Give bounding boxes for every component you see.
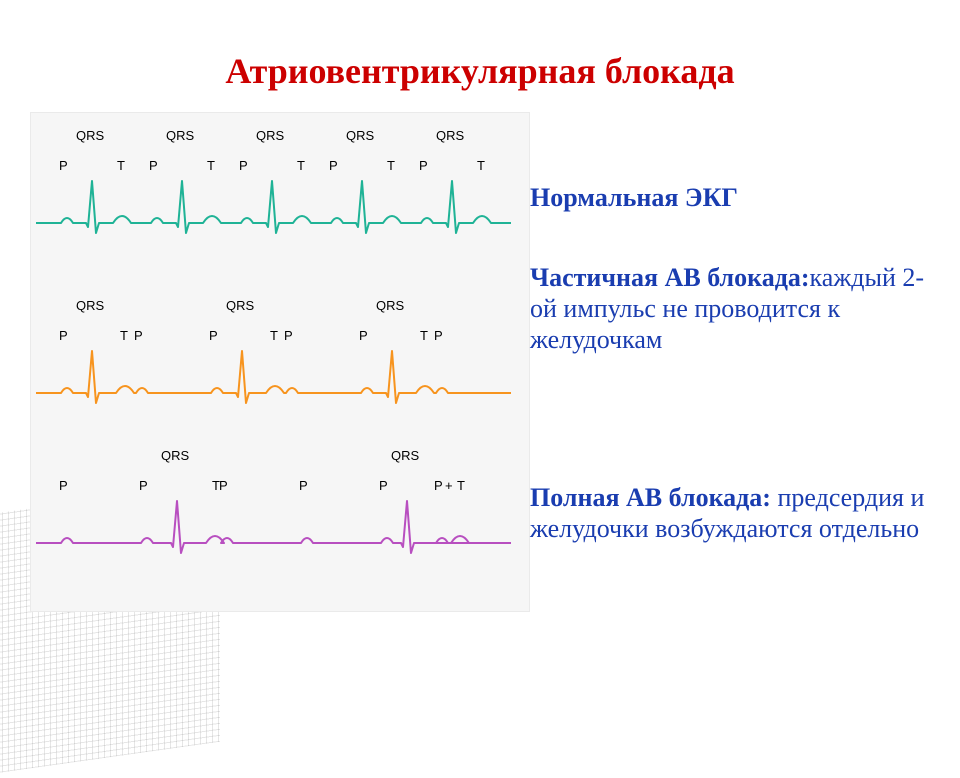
ecg-wave-label: P <box>209 328 218 343</box>
caption-normal: Нормальная ЭКГ <box>530 182 950 213</box>
ecg-wave-label: T <box>117 158 125 173</box>
caption-bold: Частичная АВ блокада: <box>530 263 810 292</box>
captions-column: Нормальная ЭКГ Частичная АВ блокада:кажд… <box>530 112 960 612</box>
ecg-wave-label: + <box>445 478 453 493</box>
ecg-wave-label: P <box>299 478 308 493</box>
ecg-wave-label: QRS <box>76 298 104 313</box>
ecg-wave-label: P <box>329 158 338 173</box>
ecg-wave-label: QRS <box>166 128 194 143</box>
ecg-wave-label: T <box>477 158 485 173</box>
ecg-wave-label: QRS <box>161 448 189 463</box>
ecg-wave-label: QRS <box>346 128 374 143</box>
ecg-wave-label: T <box>270 328 278 343</box>
ecg-chart-area: QRSPTQRSPTQRSPTQRSPTQRSPTPQRSTPPQRSTPPQR… <box>30 112 530 612</box>
caption-bold: Полная АВ блокада: <box>530 483 771 512</box>
ecg-wave-label: QRS <box>436 128 464 143</box>
ecg-wave-label: P <box>359 328 368 343</box>
ecg-wave-label: P <box>134 328 143 343</box>
caption-complete: Полная АВ блокада: предсердия и желудочк… <box>530 482 950 544</box>
ecg-wave-label: P <box>219 478 228 493</box>
ecg-wave-label: T <box>207 158 215 173</box>
ecg-wave-label: T <box>212 478 220 493</box>
ecg-wave-label: P <box>59 328 68 343</box>
ecg-wave-label: QRS <box>376 298 404 313</box>
ecg-wave-label: P <box>284 328 293 343</box>
ecg-wave-label: P <box>59 478 68 493</box>
ecg-wave-label: T <box>457 478 465 493</box>
ecg-wave-label: P <box>379 478 388 493</box>
ecg-wave-label: QRS <box>226 298 254 313</box>
caption-partial: Частичная АВ блокада:каждый 2-ой импульс… <box>530 262 950 356</box>
ecg-wave-label: P <box>434 478 443 493</box>
ecg-wave-label: P <box>434 328 443 343</box>
ecg-wave-label: QRS <box>76 128 104 143</box>
ecg-wave-label: P <box>59 158 68 173</box>
ecg-wave-label: P <box>149 158 158 173</box>
ecg-wave-label: QRS <box>391 448 419 463</box>
ecg-svg <box>31 113 531 613</box>
ecg-wave-label: QRS <box>256 128 284 143</box>
content-row: QRSPTQRSPTQRSPTQRSPTQRSPTPQRSTPPQRSTPPQR… <box>0 112 960 612</box>
ecg-wave-label: P <box>419 158 428 173</box>
ecg-wave-label: P <box>139 478 148 493</box>
ecg-wave-label: T <box>420 328 428 343</box>
ecg-wave-label: T <box>387 158 395 173</box>
page-title: Атриовентрикулярная блокада <box>0 0 960 112</box>
ecg-wave-label: T <box>120 328 128 343</box>
ecg-wave-label: P <box>239 158 248 173</box>
ecg-wave-label: T <box>297 158 305 173</box>
caption-bold: Нормальная ЭКГ <box>530 183 738 212</box>
